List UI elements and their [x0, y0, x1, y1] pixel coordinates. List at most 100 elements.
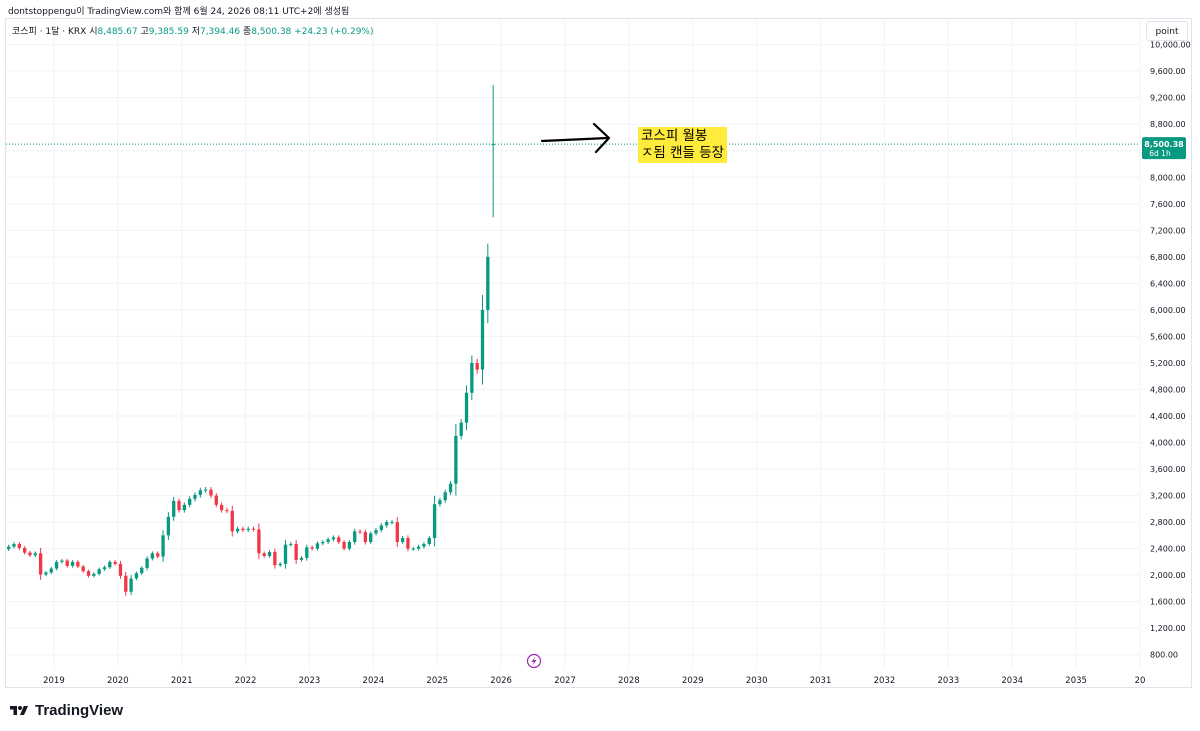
arrow-shaft — [540, 136, 610, 143]
candle — [486, 243, 490, 324]
candle-body — [454, 435, 458, 484]
candle — [12, 542, 16, 549]
y-tick-label: 5,600.00 — [1150, 332, 1186, 341]
y-tick-label: 800.00 — [1150, 651, 1178, 660]
candle — [385, 519, 389, 528]
legend-open-label: 시 — [89, 27, 98, 37]
candle-body — [294, 543, 298, 560]
symbol-legend: 코스피 · 1달 · KRX 시8,485.67 고9,385.59 저7,39… — [12, 24, 373, 37]
candle — [267, 550, 272, 558]
event-marker-icon[interactable] — [526, 653, 542, 669]
candle-body — [38, 553, 43, 575]
candle-body — [81, 566, 85, 572]
x-tick-label: 2027 — [554, 676, 576, 686]
y-tick-label: 9,600.00 — [1150, 67, 1186, 76]
candle — [432, 495, 437, 547]
candle — [480, 294, 485, 385]
candle — [86, 569, 91, 578]
candle-body — [129, 578, 133, 592]
arrow-drawing[interactable] — [540, 122, 611, 154]
candle-body — [145, 558, 149, 568]
x-tick-label: 2026 — [490, 676, 512, 686]
candle — [150, 551, 155, 561]
candle-body — [326, 539, 330, 542]
annotation-text-box[interactable]: 코스피 월봉 ㅈ됨 캔들 등장 — [638, 127, 728, 163]
legend-low: 7,394.46 — [199, 27, 241, 37]
candle-body — [363, 532, 368, 542]
scale-mode-button[interactable]: point — [1146, 21, 1188, 41]
last-price-tag-bg — [1142, 137, 1186, 160]
candle-body — [459, 422, 463, 436]
candle — [44, 570, 48, 577]
candle-body — [273, 551, 277, 566]
chart-caption: dontstoppengu이 TradingView.com와 함께 6월 24… — [8, 7, 350, 17]
legend-change: +24.23 (+0.29%) — [294, 27, 374, 37]
candle — [7, 544, 11, 551]
candle — [278, 562, 282, 567]
candle-body — [188, 498, 192, 505]
candle — [33, 551, 37, 558]
candle-body — [44, 572, 48, 575]
candle — [438, 497, 442, 507]
candle — [400, 535, 405, 545]
candle — [108, 560, 112, 569]
candle — [65, 558, 69, 568]
candle-body — [182, 504, 187, 511]
candle — [38, 547, 43, 580]
candle — [262, 551, 266, 558]
candle-body — [299, 557, 304, 560]
x-tick-label: 2022 — [235, 676, 257, 686]
y-tick-label: 2,400.00 — [1150, 545, 1186, 554]
candle-body — [251, 528, 256, 530]
candle-body — [17, 543, 21, 548]
candle — [294, 540, 298, 564]
candle-body — [203, 489, 208, 491]
candle — [342, 540, 346, 551]
candle — [113, 560, 117, 566]
time-axis[interactable]: 2019 2020 2021 2022 2023 2024 2025 2026 2027 2028… — [43, 676, 1145, 686]
tradingview-wordmark: TradingView — [35, 702, 124, 719]
candle-body — [161, 535, 165, 557]
candle-body — [342, 542, 346, 549]
candle-body — [150, 553, 155, 559]
x-tick-label: 2019 — [43, 676, 65, 686]
x-tick-label: 2023 — [299, 676, 321, 686]
candle-body — [448, 483, 453, 493]
candle — [411, 546, 415, 551]
price-chart[interactable]: 800.00 1,200.00 1,600.00 2,000.00 2,400.00 2,… — [0, 0, 1200, 700]
candle — [198, 487, 202, 498]
y-tick-label: 8,800.00 — [1150, 120, 1186, 129]
candle-body — [310, 547, 314, 549]
candle-body — [219, 504, 224, 511]
candle-body — [7, 546, 11, 550]
candle — [390, 519, 394, 525]
price-axis[interactable]: 800.00 1,200.00 1,600.00 2,000.00 2,400.00 2,… — [1150, 41, 1191, 660]
candle-body — [438, 500, 442, 505]
candle-body — [193, 494, 197, 499]
candle — [17, 542, 21, 550]
candles — [7, 85, 495, 596]
x-tick-label: 2021 — [171, 676, 193, 686]
candle-body — [432, 504, 437, 539]
grid — [6, 20, 1141, 668]
candle-body — [33, 553, 37, 556]
arrow-head — [592, 122, 611, 154]
candle — [326, 537, 330, 545]
candle — [358, 529, 362, 535]
candle — [225, 507, 229, 514]
candle-body — [422, 543, 426, 547]
candle-body — [209, 489, 213, 496]
x-tick-label: 2030 — [746, 676, 768, 686]
candle-body — [97, 569, 101, 574]
candle — [321, 540, 325, 546]
candle — [289, 542, 293, 547]
legend-close-label: 종 — [242, 27, 252, 37]
legend-low-label: 저 — [191, 27, 200, 37]
candle — [188, 496, 192, 508]
y-tick-label: 4,000.00 — [1150, 439, 1186, 448]
candle-body — [289, 543, 293, 545]
tradingview-logo[interactable]: TradingView — [8, 702, 123, 719]
candle — [219, 502, 224, 513]
y-tick-label: 3,600.00 — [1150, 465, 1186, 474]
